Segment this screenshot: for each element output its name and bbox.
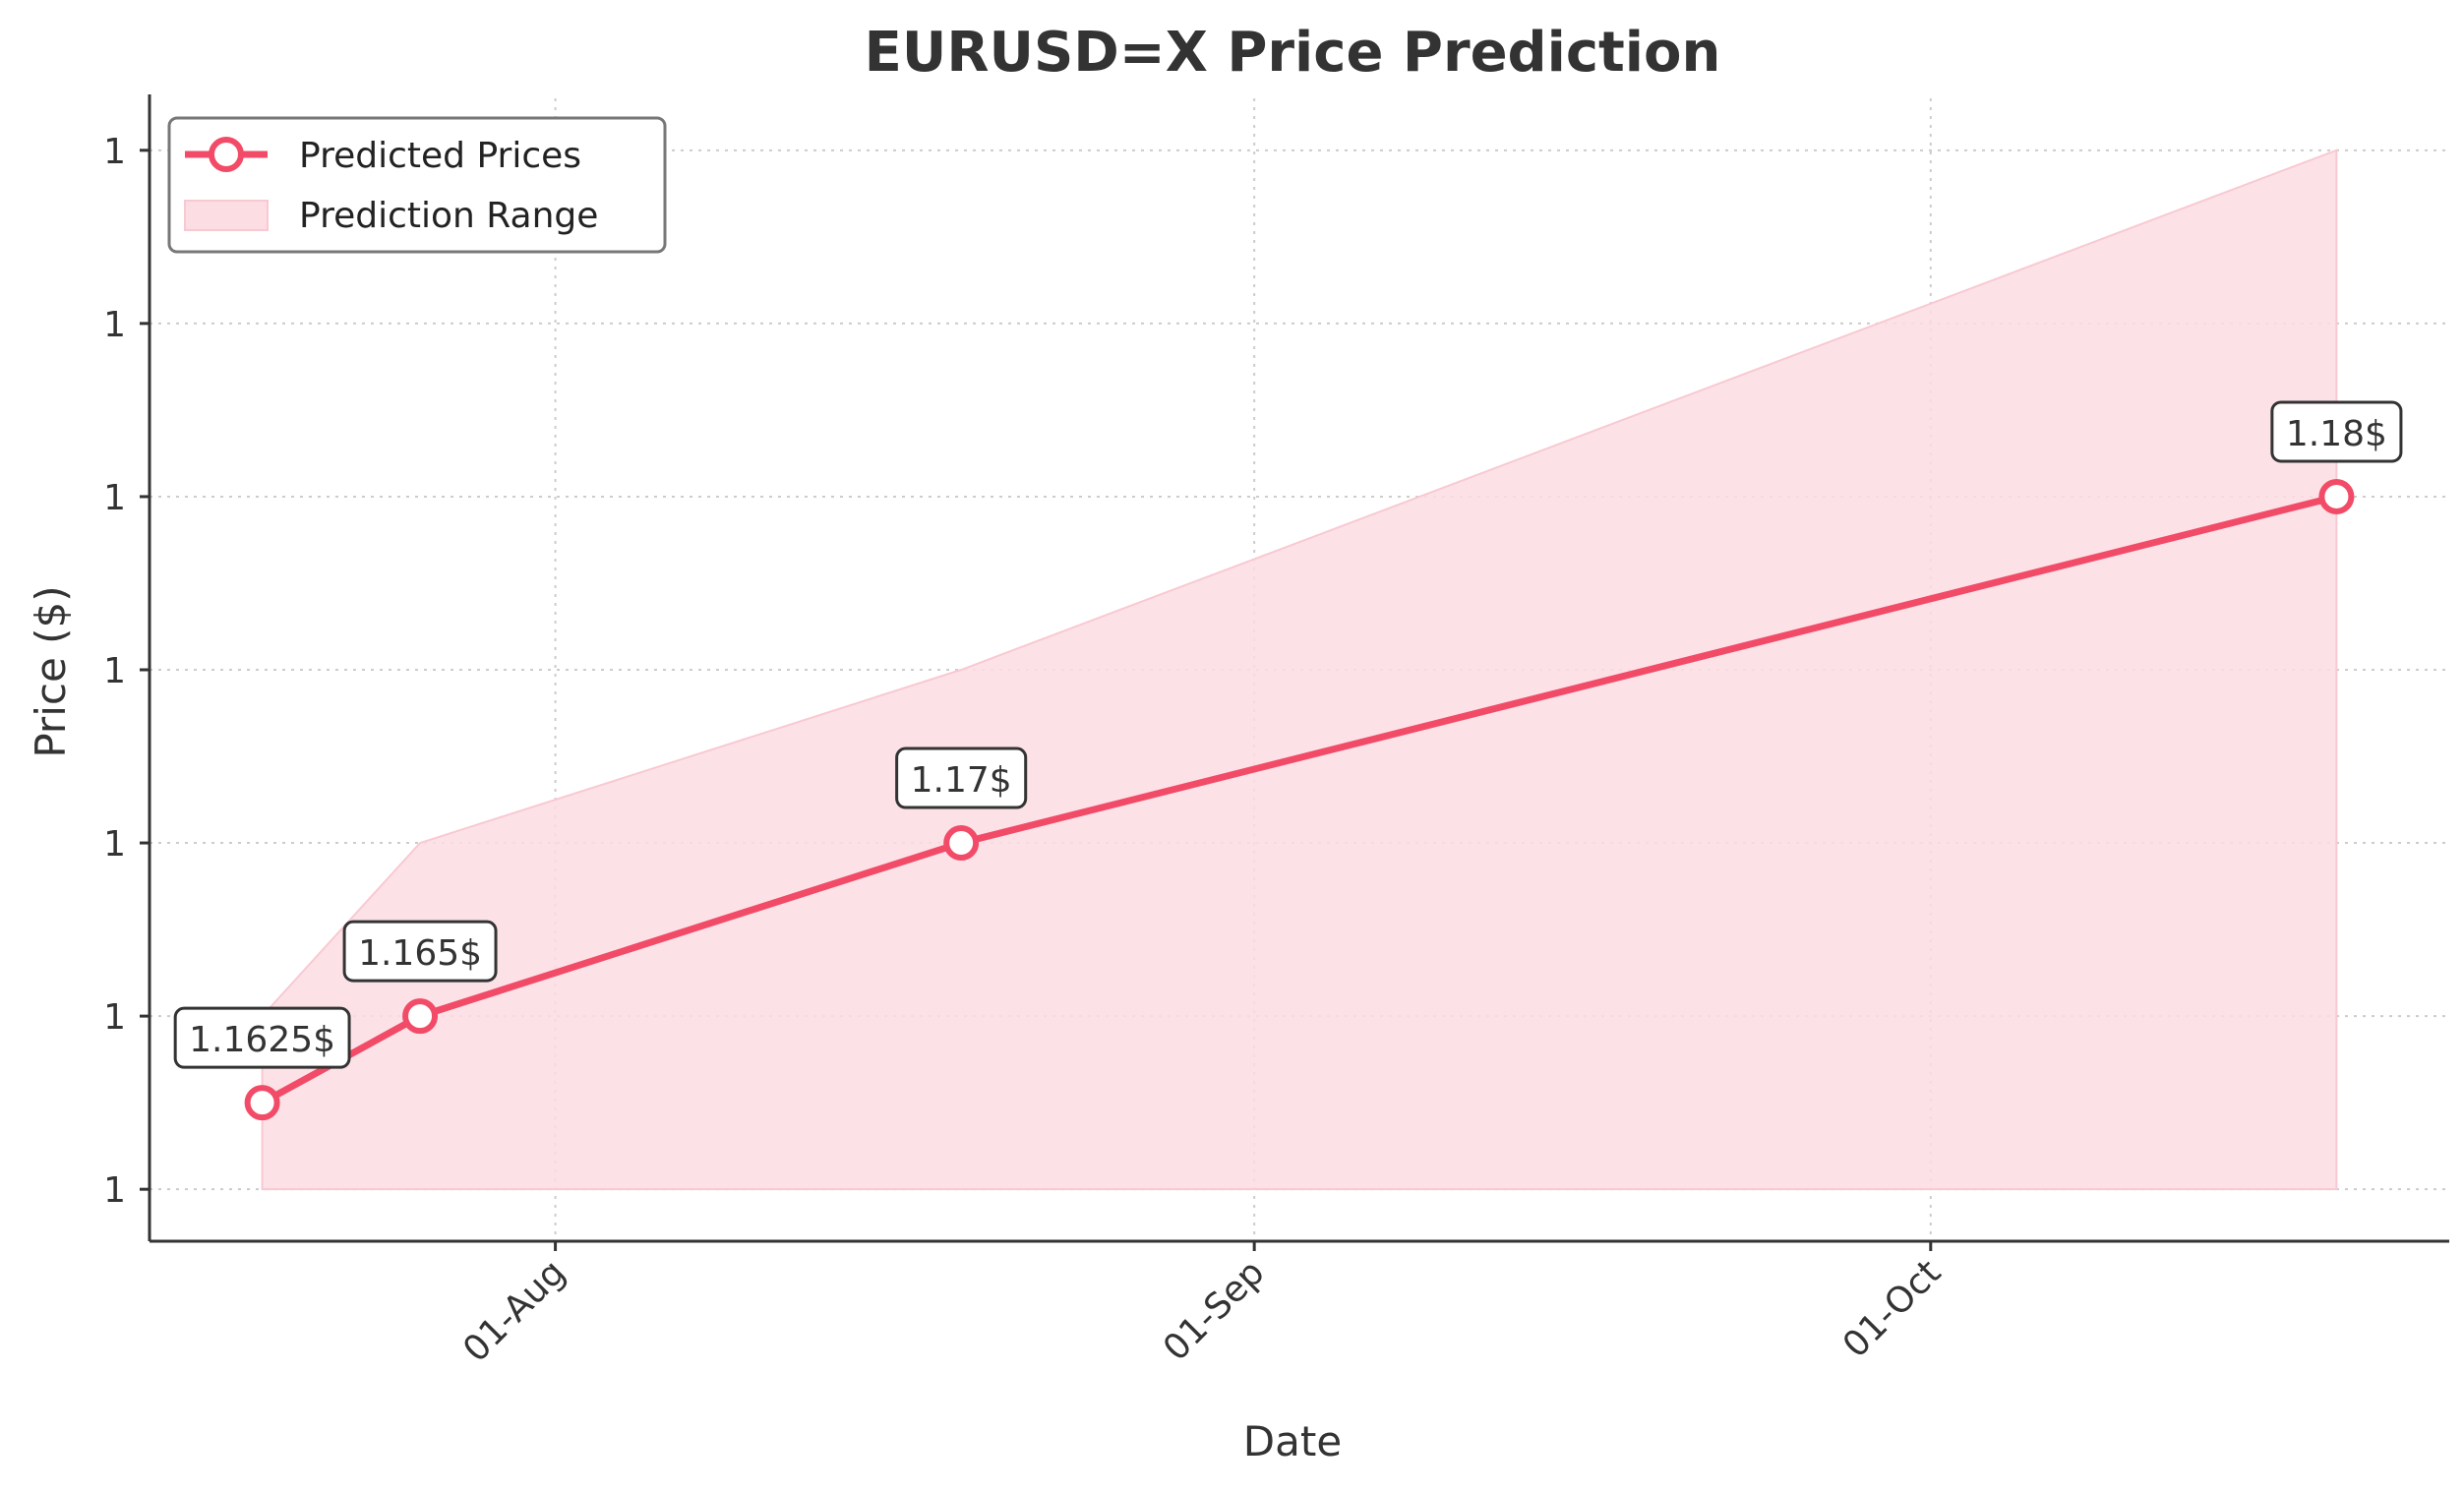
y-tick-label: 1: [103, 478, 126, 518]
legend-label-predicted-prices: Predicted Prices: [299, 136, 581, 176]
y-axis-title: Price ($): [27, 585, 75, 757]
price-label-text: 1.165$: [358, 933, 482, 974]
price-label: 1.1625$: [173, 1006, 351, 1069]
prediction-range-area: [261, 149, 2338, 1191]
price-label-box: [895, 746, 1028, 809]
price-label-box: [173, 1006, 351, 1069]
predicted-price-point: [402, 998, 439, 1035]
legend: Predicted Prices Prediction Range: [167, 116, 667, 254]
price-label-box: [342, 920, 498, 983]
predicted-price-point: [244, 1085, 280, 1121]
x-axis-title: Date: [1243, 1417, 1342, 1465]
chart-title: EURUSD=X Price Prediction: [865, 21, 1721, 85]
prediction-range-area-group: [261, 149, 2338, 1191]
price-label: 1.165$: [342, 920, 498, 983]
y-tick-label: 1: [103, 997, 126, 1038]
y-tick-label: 1: [103, 1170, 126, 1211]
legend-label-prediction-range: Prediction Range: [299, 196, 598, 236]
predicted-price-point: [2318, 478, 2355, 514]
price-label-text: 1.17$: [911, 760, 1012, 801]
y-tick-label: 1: [103, 305, 126, 345]
legend-line-swatch: [185, 137, 268, 172]
axes: [140, 94, 2449, 1251]
legend-area-swatch: [184, 200, 269, 231]
y-tick-label: 1: [103, 132, 126, 172]
y-tick-label: 1: [103, 651, 126, 691]
price-label-box: [2270, 400, 2403, 463]
price-label-text: 1.1625$: [189, 1020, 335, 1060]
price-label: 1.17$: [895, 746, 1028, 809]
legend-marker-sample: [209, 137, 244, 172]
y-tick-label: 1: [103, 824, 126, 865]
legend-box: [167, 116, 667, 254]
predicted-price-point: [943, 825, 980, 862]
price-label-text: 1.18$: [2286, 414, 2387, 454]
data-labels: 1.1625$ 1.165$ 1.17$ 1.18$: [173, 400, 2403, 1069]
price-label: 1.18$: [2270, 400, 2403, 463]
